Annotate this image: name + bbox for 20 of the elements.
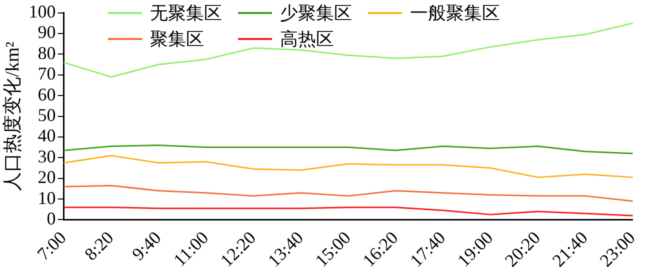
y-tick-label: 0: [46, 208, 56, 228]
x-tick-label: 9:40: [128, 227, 165, 264]
y-tick-label: 40: [38, 126, 56, 146]
legend-label: 无聚集区: [150, 2, 222, 25]
legend-label: 少聚集区: [280, 2, 352, 25]
y-tick-label: 20: [38, 167, 56, 188]
y-tick-label: 60: [38, 84, 56, 104]
y-axis-title: 人口热度变化/km²: [1, 41, 24, 191]
y-tick-label: 90: [38, 22, 56, 42]
x-tick-label: 8:20: [80, 227, 118, 264]
y-tick-label: 100: [28, 2, 56, 22]
y-tick-label: 80: [38, 42, 56, 63]
legend-label: 高热区: [280, 28, 334, 51]
x-tick-label: 7:00: [33, 227, 70, 264]
y-tick-label: 70: [38, 64, 56, 84]
y-tick-label: 50: [38, 105, 56, 125]
y-tick-label: 30: [38, 146, 56, 166]
y-tick-label: 10: [38, 188, 56, 208]
legend-label: 一般聚集区: [410, 2, 500, 25]
legend-label: 聚集区: [150, 28, 204, 51]
